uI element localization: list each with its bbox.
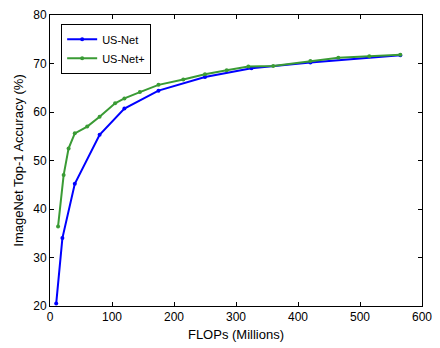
svg-text:200: 200	[164, 310, 184, 324]
svg-text:60: 60	[33, 105, 47, 119]
svg-text:US-Net+: US-Net+	[102, 53, 145, 65]
svg-text:400: 400	[288, 310, 308, 324]
svg-text:0: 0	[47, 310, 54, 324]
svg-text:50: 50	[33, 154, 47, 168]
svg-text:70: 70	[33, 57, 47, 71]
svg-text:300: 300	[226, 310, 246, 324]
svg-text:ImageNet Top-1 Accuracy (%): ImageNet Top-1 Accuracy (%)	[11, 74, 26, 246]
svg-text:40: 40	[33, 202, 47, 216]
svg-text:80: 80	[33, 8, 47, 22]
svg-text:600: 600	[412, 310, 432, 324]
svg-text:500: 500	[350, 310, 370, 324]
svg-text:FLOPs (Millions): FLOPs (Millions)	[188, 327, 284, 342]
svg-text:100: 100	[102, 310, 122, 324]
svg-text:30: 30	[33, 251, 47, 265]
svg-text:US-Net: US-Net	[102, 34, 138, 46]
svg-text:20: 20	[33, 299, 47, 313]
